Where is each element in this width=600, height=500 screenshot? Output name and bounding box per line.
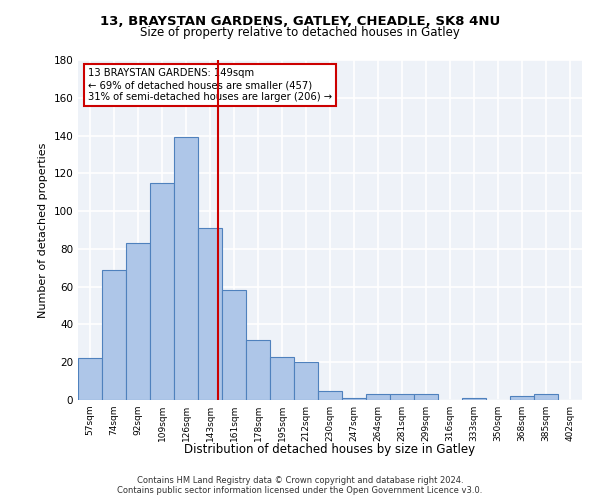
Text: Distribution of detached houses by size in Gatley: Distribution of detached houses by size … xyxy=(184,442,476,456)
Text: Contains HM Land Registry data © Crown copyright and database right 2024.: Contains HM Land Registry data © Crown c… xyxy=(137,476,463,485)
Bar xyxy=(294,362,318,400)
Bar xyxy=(534,394,558,400)
Bar xyxy=(78,358,102,400)
Text: Size of property relative to detached houses in Gatley: Size of property relative to detached ho… xyxy=(140,26,460,39)
Bar xyxy=(246,340,270,400)
Bar xyxy=(390,394,414,400)
Bar xyxy=(414,394,438,400)
Bar xyxy=(222,290,246,400)
Bar xyxy=(342,398,366,400)
Bar xyxy=(174,138,198,400)
Bar xyxy=(126,243,150,400)
Bar xyxy=(150,183,174,400)
Bar xyxy=(510,396,534,400)
Bar xyxy=(102,270,126,400)
Bar xyxy=(198,228,222,400)
Text: 13 BRAYSTAN GARDENS: 149sqm
← 69% of detached houses are smaller (457)
31% of se: 13 BRAYSTAN GARDENS: 149sqm ← 69% of det… xyxy=(88,68,332,102)
Bar xyxy=(366,394,390,400)
Bar xyxy=(318,390,342,400)
Bar xyxy=(270,356,294,400)
Text: Contains public sector information licensed under the Open Government Licence v3: Contains public sector information licen… xyxy=(118,486,482,495)
Y-axis label: Number of detached properties: Number of detached properties xyxy=(38,142,48,318)
Bar xyxy=(462,398,486,400)
Text: 13, BRAYSTAN GARDENS, GATLEY, CHEADLE, SK8 4NU: 13, BRAYSTAN GARDENS, GATLEY, CHEADLE, S… xyxy=(100,15,500,28)
